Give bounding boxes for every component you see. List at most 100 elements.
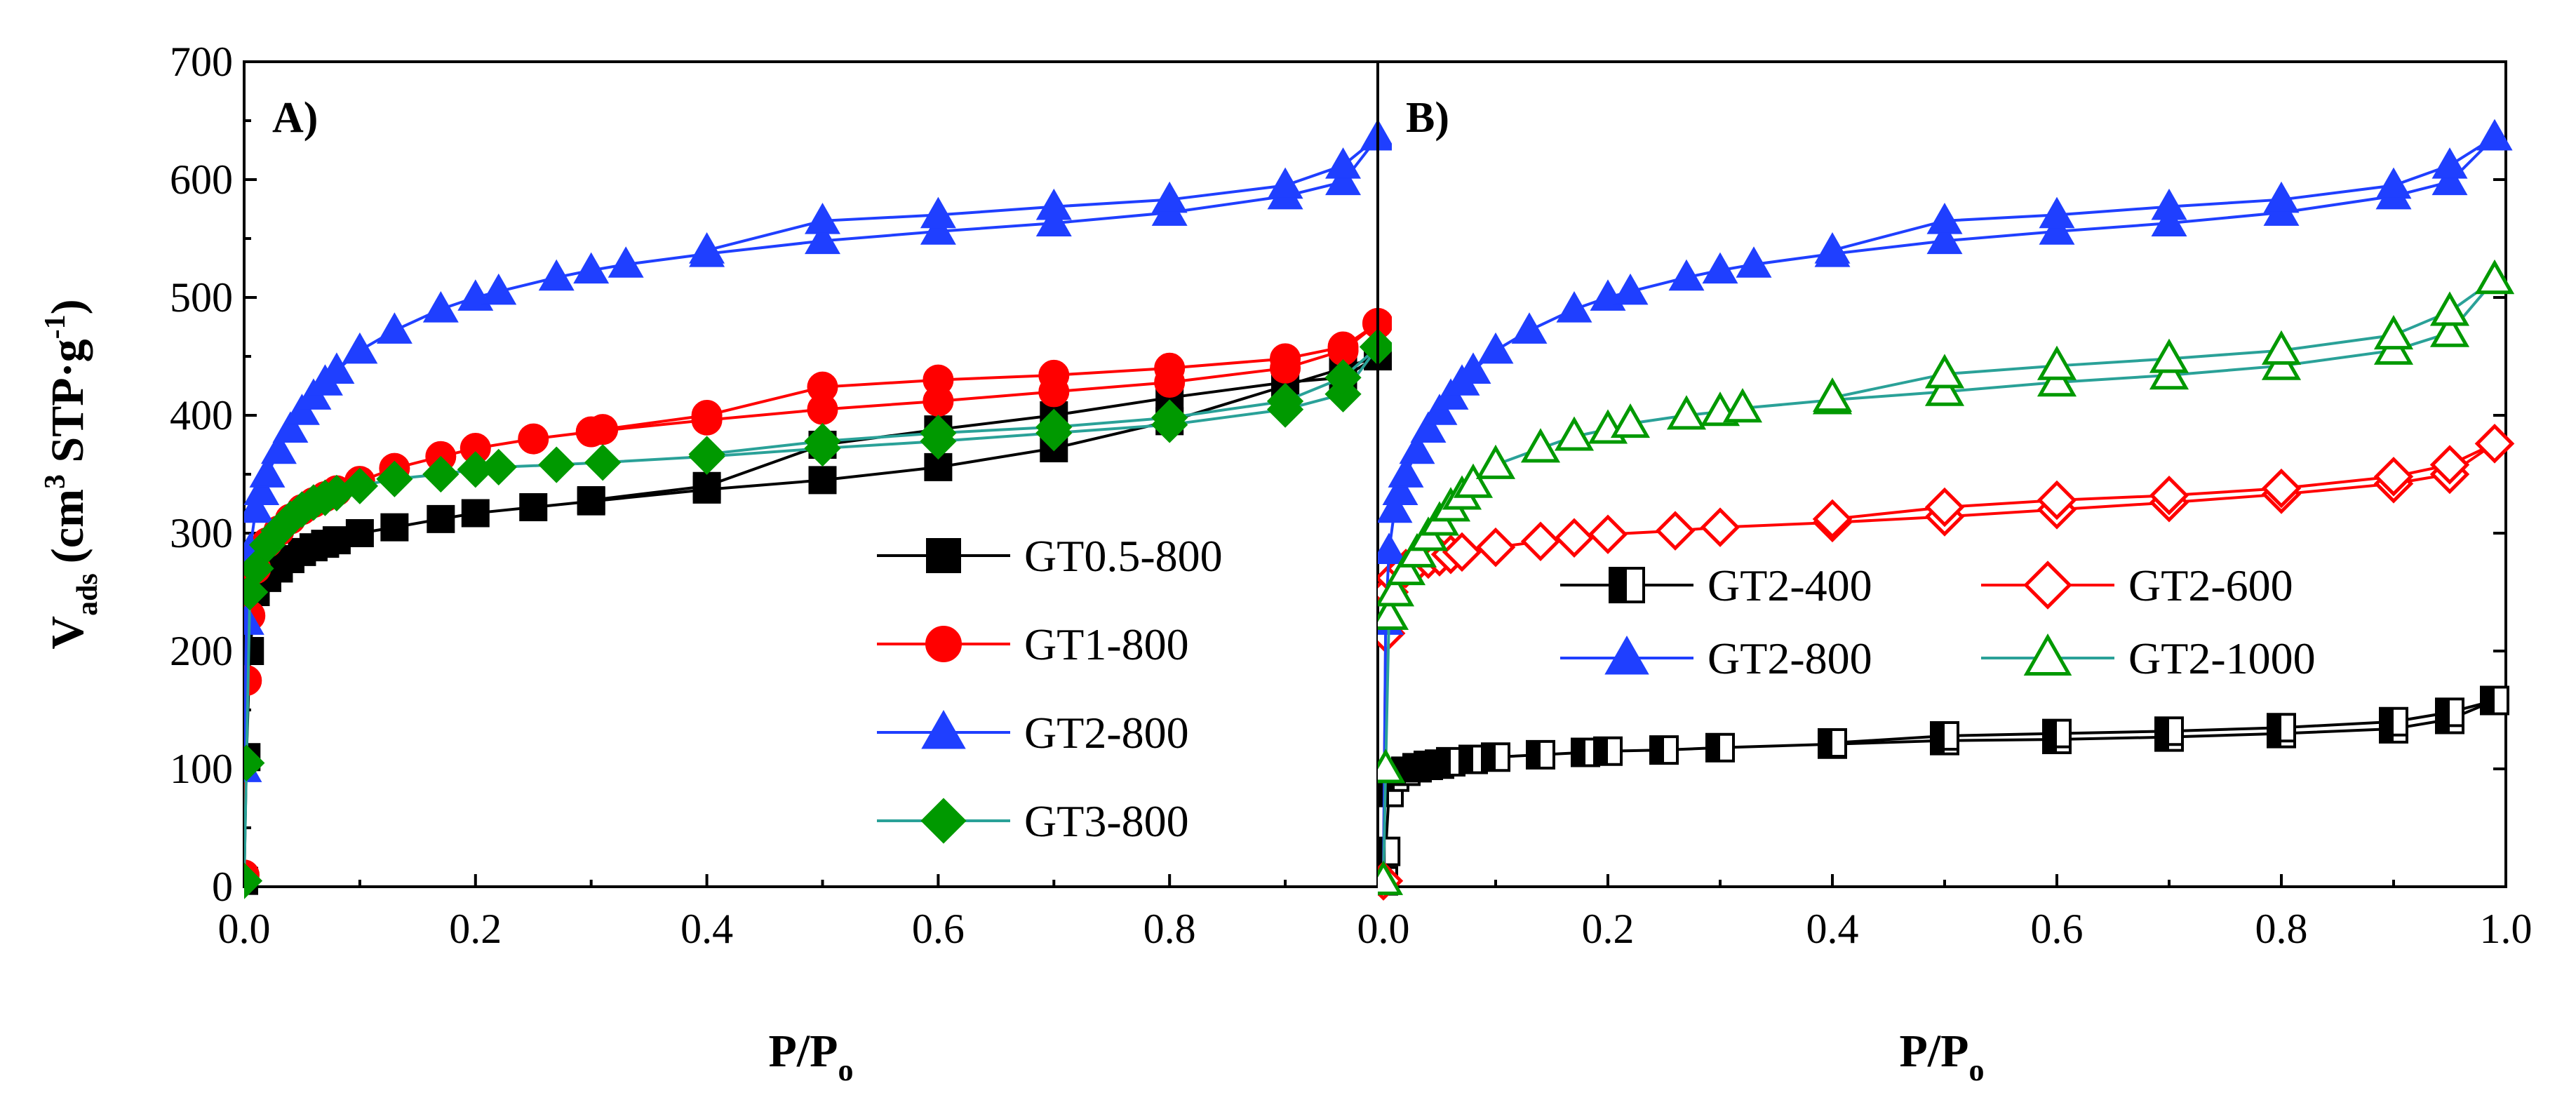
marker-gt3-800 xyxy=(244,862,263,899)
marker-gt2-1000 xyxy=(1378,595,1409,630)
marker-gt2-800 xyxy=(283,394,320,425)
marker-gt0-5-800 xyxy=(345,519,374,547)
marker-gt2-600-legend xyxy=(2023,561,2072,610)
y-axis-title-part: V xyxy=(42,616,93,650)
marker-gt2-800 xyxy=(1477,332,1514,364)
marker-gt2-400-desorption xyxy=(2379,706,2408,737)
marker-gt1-800-desorption xyxy=(1270,343,1301,375)
y-axis-title-part: ) xyxy=(42,299,93,314)
marker-gt1-800-desorption xyxy=(691,400,723,431)
marker-gt2-800-desorption xyxy=(1325,147,1362,179)
marker-gt2-400-desorption xyxy=(1818,728,1847,758)
marker-gt2-400 xyxy=(1436,746,1465,777)
x-tick-label: 0.6 xyxy=(912,906,965,952)
marker-gt2-400 xyxy=(1593,736,1623,766)
marker-gt2-800 xyxy=(1410,411,1447,443)
x-tick-label: 0.8 xyxy=(2255,906,2308,952)
marker-gt2-800-desorption xyxy=(1151,181,1188,213)
marker-gt2-800 xyxy=(249,456,286,488)
marker-gt2-800 xyxy=(920,213,956,245)
marker-gt2-1000 xyxy=(1386,550,1426,586)
marker-gt2-400 xyxy=(1526,739,1555,770)
x-tick-label: 0.8 xyxy=(1143,906,1196,952)
marker-gt2-400-legend xyxy=(1609,567,1645,603)
x-axis-title: P/Po xyxy=(1900,1026,1985,1087)
y-axis-title-part: (cm xyxy=(42,489,93,563)
marker-gt0-5-800 xyxy=(519,493,548,522)
marker-gt2-400 xyxy=(1649,735,1679,765)
marker-gt1-800-desorption xyxy=(923,364,954,396)
marker-gt2-800-desorption xyxy=(2375,167,2412,199)
marker-gt2-1000-desorption xyxy=(2149,338,2189,373)
marker-gt3-800-desorption xyxy=(804,422,841,460)
marker-gt2-1000 xyxy=(1453,463,1494,498)
marker-gt2-1000-desorption xyxy=(1812,377,1853,412)
marker-gt3-800-legend xyxy=(920,798,967,844)
plot-frame xyxy=(1376,60,2507,888)
marker-gt2-800 xyxy=(422,291,459,323)
marker-gt2-800 xyxy=(1736,246,1772,278)
marker-gt2-400-desorption xyxy=(2154,716,2184,746)
marker-gt2-800 xyxy=(244,474,280,506)
x-axis-title-main: P/P xyxy=(769,1026,838,1077)
marker-gt2-600 xyxy=(1475,527,1516,568)
marker-gt1-800-desorption xyxy=(807,371,838,403)
x-tick-label: 0.6 xyxy=(2031,906,2084,952)
marker-gt2-800-desorption xyxy=(1926,203,1963,234)
x-axis-title-sub: o xyxy=(838,1053,853,1087)
x-tick-label: 0.4 xyxy=(680,906,733,952)
y-tick-label: 100 xyxy=(170,746,233,792)
y-tick-label: 200 xyxy=(170,628,233,674)
x-tick-label: 0.0 xyxy=(218,906,271,952)
legend-label: GT2-400 xyxy=(1708,561,1872,610)
marker-gt2-800 xyxy=(481,273,517,305)
marker-gt2-800-desorption xyxy=(2151,188,2187,220)
y-tick-label: 600 xyxy=(170,156,233,203)
marker-gt3-800-desorption xyxy=(1035,408,1073,445)
marker-gt2-1000 xyxy=(1520,428,1561,463)
marker-gt2-800 xyxy=(538,259,575,291)
marker-gt0-5-800-desorption xyxy=(692,471,721,500)
marker-gt0-5-800 xyxy=(380,513,409,542)
marker-gt2-1000 xyxy=(1666,395,1707,430)
series-layer xyxy=(244,119,1392,899)
marker-gt2-800 xyxy=(573,252,610,284)
marker-gt2-1000 xyxy=(1610,403,1651,438)
marker-gt0-5-800 xyxy=(808,466,837,495)
panel-a: 0.0 0.2 0.4 0.6 0.8 0 100 200 300 400 500 600 700 A) P… xyxy=(170,39,1392,1087)
marker-gt3-800-desorption xyxy=(1266,382,1304,420)
marker-gt2-600-desorption xyxy=(2373,457,2414,497)
marker-gt2-800-desorption xyxy=(805,203,840,234)
marker-gt2-800-desorption xyxy=(2431,147,2468,179)
marker-gt3-800-desorption xyxy=(920,415,957,452)
marker-gt3-800 xyxy=(480,448,517,486)
x-tick-label: 0.4 xyxy=(1806,906,1859,952)
marker-gt2-800-desorption xyxy=(1814,232,1851,264)
marker-gt2-1000 xyxy=(1397,532,1437,568)
marker-gt2-400-desorption xyxy=(2480,685,2509,716)
marker-gt3-800-desorption xyxy=(688,436,725,473)
x-tick-label: 0.0 xyxy=(1357,906,1410,952)
marker-gt2-800-desorption xyxy=(920,196,956,229)
marker-gt2-1000 xyxy=(1475,444,1516,479)
marker-gt2-800 xyxy=(260,432,297,464)
marker-gt2-400-desorption xyxy=(1930,720,1959,751)
marker-gt2-1000 xyxy=(1378,749,1406,784)
legend: GT0.5-800 GT1-800 GT2-800 GT3-800 xyxy=(877,531,1223,846)
marker-gt2-600 xyxy=(1554,518,1595,558)
y-tick-label: 0 xyxy=(212,864,233,910)
marker-gt2-800 xyxy=(272,411,309,443)
marker-gt2-600 xyxy=(1520,521,1561,561)
y-axis-title-part: ads xyxy=(72,573,104,616)
marker-gt2-600 xyxy=(1655,511,1696,551)
marker-gt0-5-800 xyxy=(461,499,490,528)
marker-gt2-1000 xyxy=(1554,416,1595,451)
marker-gt1-800-desorption xyxy=(587,414,619,445)
marker-gt0-5-800 xyxy=(427,504,455,533)
marker-gt2-1000 xyxy=(1722,388,1763,423)
marker-gt2-1000-desorption xyxy=(1924,354,1965,389)
y-axis-title-part: 3 xyxy=(39,474,72,489)
marker-gt2-800 xyxy=(244,491,274,523)
marker-gt2-800 xyxy=(342,332,378,364)
